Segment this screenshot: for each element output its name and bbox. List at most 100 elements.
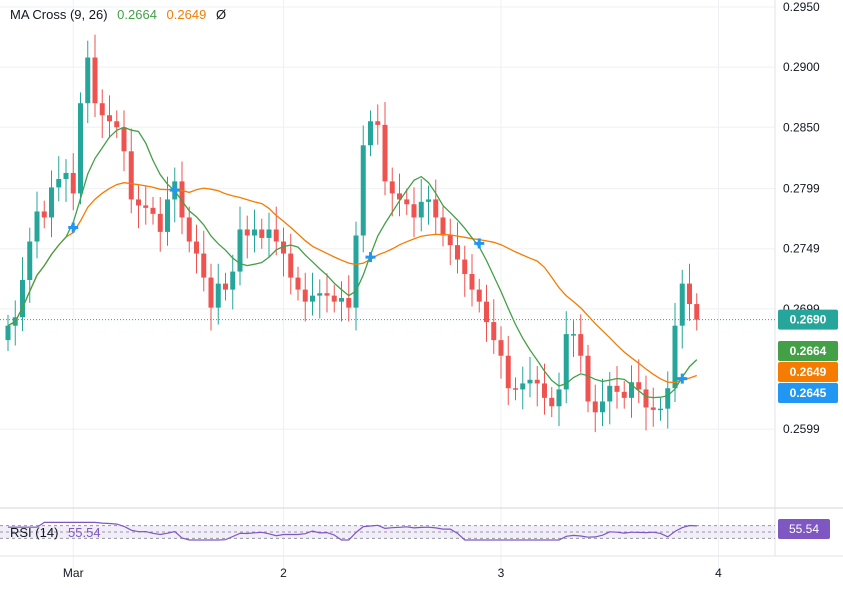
price-badge [778,340,838,361]
last-price-badge [778,309,838,330]
ma-cross-marker [365,252,376,263]
slow-ma-line [7,182,698,383]
price-badge-text: 0.2645 [790,386,827,400]
candle-body [165,199,170,232]
candle-body [128,151,134,200]
candle-body [447,235,453,246]
hide-indicator-icon[interactable]: Ø [215,7,227,22]
candle-body [49,187,54,218]
candle-body [5,325,11,341]
price-badge-text: 0.2664 [790,344,827,358]
candle-body [375,121,381,125]
candle-body [650,407,656,410]
cross-markers [68,185,688,384]
ma-lines [7,126,698,399]
candle-body [252,229,257,236]
candle-body [310,295,315,302]
price-tick-label: 0.2850 [783,120,820,134]
candle-body [636,382,642,390]
candle-body [302,289,308,302]
candle-body [469,273,475,290]
price-axis[interactable]: 0.29500.29000.28500.27990.27490.26990.25… [778,0,838,436]
candle-body [41,211,47,218]
time-tick-label: 2 [280,566,287,580]
candle-body [520,383,526,390]
candle-body [281,241,286,254]
candle-body [339,298,344,302]
time-tick-label: Mar [63,566,84,580]
rsi-legend[interactable]: RSI (14) 55.54 [10,525,101,540]
candle-body [498,340,504,356]
candle-body [70,172,76,194]
candle-body [549,397,555,407]
candle-body [317,293,323,296]
price-tick-label: 0.2749 [783,242,820,256]
last-price-badge-text: 0.2690 [790,313,827,327]
candle-body [237,229,243,272]
rsi-line [8,521,697,541]
candle-body [121,127,127,152]
candle-body [527,379,533,384]
candle-body [230,271,236,290]
candle-body [194,241,199,254]
price-badge [778,382,838,403]
candles [5,34,700,433]
candle-body [259,229,265,238]
candle-body [157,213,163,232]
rsi-band [0,525,775,539]
price-tick-label: 0.2599 [783,422,820,436]
candle-body [20,279,25,318]
candle-body [614,385,620,392]
candle-body [621,391,627,398]
price-tick-label: 0.2900 [783,60,820,74]
candle-body [629,382,634,398]
candle-body [27,241,33,280]
candle-body [665,388,671,409]
candle-body [411,204,417,218]
candle-body [592,401,598,413]
candle-body [295,277,301,290]
candle-body [201,253,207,278]
candle-body [534,379,540,384]
candle-body [687,283,692,305]
candle-body [266,229,272,238]
candle-body [397,193,402,200]
candle-body [244,229,250,236]
fast-ma-line [7,126,698,399]
candle-body [643,389,649,408]
candle-body [600,401,605,413]
ma-cross-marker [677,373,688,384]
candle-body [179,181,185,218]
candle-body [672,325,678,389]
indicator-legend[interactable]: MA Cross (9, 26) 0.2664 0.2649 Ø [10,7,232,22]
candle-body [360,145,366,236]
candle-body [389,181,395,194]
slow-ma-value: 0.2649 [166,7,207,22]
candle-body [418,201,424,218]
time-tick-label: 4 [715,566,722,580]
candle-body [563,334,569,390]
candle-body [462,259,468,274]
candle-body [143,205,149,208]
candle-body [505,355,511,389]
candle-body [331,295,337,302]
candle-body [273,229,279,242]
candle-body [78,103,83,194]
indicator-name: MA Cross (9, 26) [10,7,108,22]
candle-body [368,121,373,146]
ma-cross-marker [474,238,485,249]
rsi-value: 55.54 [68,525,101,540]
candle-body [585,355,591,402]
candle-body [63,172,69,179]
candle-body [99,103,105,116]
candle-body [404,199,410,205]
candle-body [658,408,663,411]
candle-body [92,57,98,104]
candle-body [433,199,439,218]
rsi-badge [778,519,830,539]
time-axis[interactable]: Mar 2 3 4 [63,566,722,580]
candle-body [107,115,112,122]
candle-body [426,199,431,202]
candle-body [346,298,352,308]
